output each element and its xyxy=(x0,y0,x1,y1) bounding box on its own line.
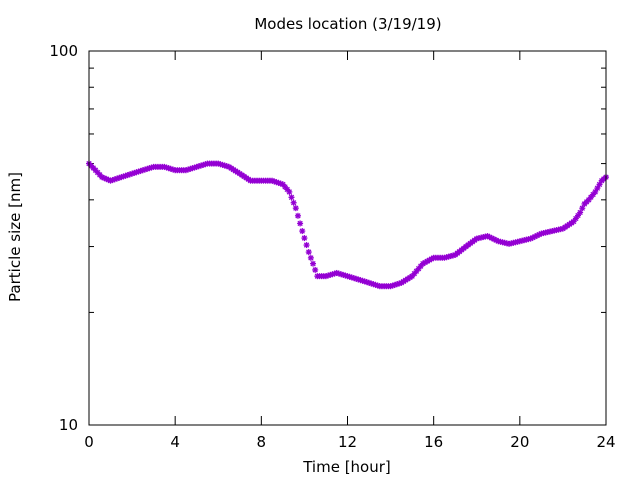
data-point-fill xyxy=(290,199,297,206)
data-point-fill xyxy=(488,235,495,242)
x-tick-label: 4 xyxy=(170,433,180,451)
x-tick-label: 0 xyxy=(84,433,94,451)
y-minor-ticks xyxy=(89,67,606,313)
x-tick-label: 16 xyxy=(424,433,443,451)
plot-frame xyxy=(88,50,607,426)
data-point-fill xyxy=(288,194,295,201)
data-point-fill xyxy=(294,212,301,219)
y-tick-label: 100 xyxy=(49,42,78,60)
data-point-fill xyxy=(307,254,314,261)
data-points xyxy=(86,160,609,290)
data-point xyxy=(577,209,584,216)
data-point xyxy=(161,163,168,170)
y-tick-label: 10 xyxy=(59,416,78,434)
x-tick-label: 20 xyxy=(510,433,529,451)
y-axis-label: Particle size [nm] xyxy=(6,172,24,302)
x-tick-label: 12 xyxy=(338,433,357,451)
data-point-fill xyxy=(303,242,310,249)
data-point xyxy=(305,249,312,256)
x-axis-label: Time [hour] xyxy=(302,458,391,476)
x-tick-label: 8 xyxy=(257,433,267,451)
chart-title: Modes location (3/19/19) xyxy=(254,15,441,33)
data-point xyxy=(292,205,299,212)
x-tick-label: 24 xyxy=(596,433,615,451)
data-point-fill xyxy=(579,205,586,212)
data-point xyxy=(299,228,306,235)
data-point xyxy=(286,188,293,195)
tick-labels: 0 4 8 12 16 20 24 10 100 xyxy=(49,42,615,451)
data-point xyxy=(310,260,317,267)
data-point-fill xyxy=(312,266,319,273)
data-point-fill xyxy=(301,235,308,242)
data-point-fill xyxy=(297,220,304,227)
